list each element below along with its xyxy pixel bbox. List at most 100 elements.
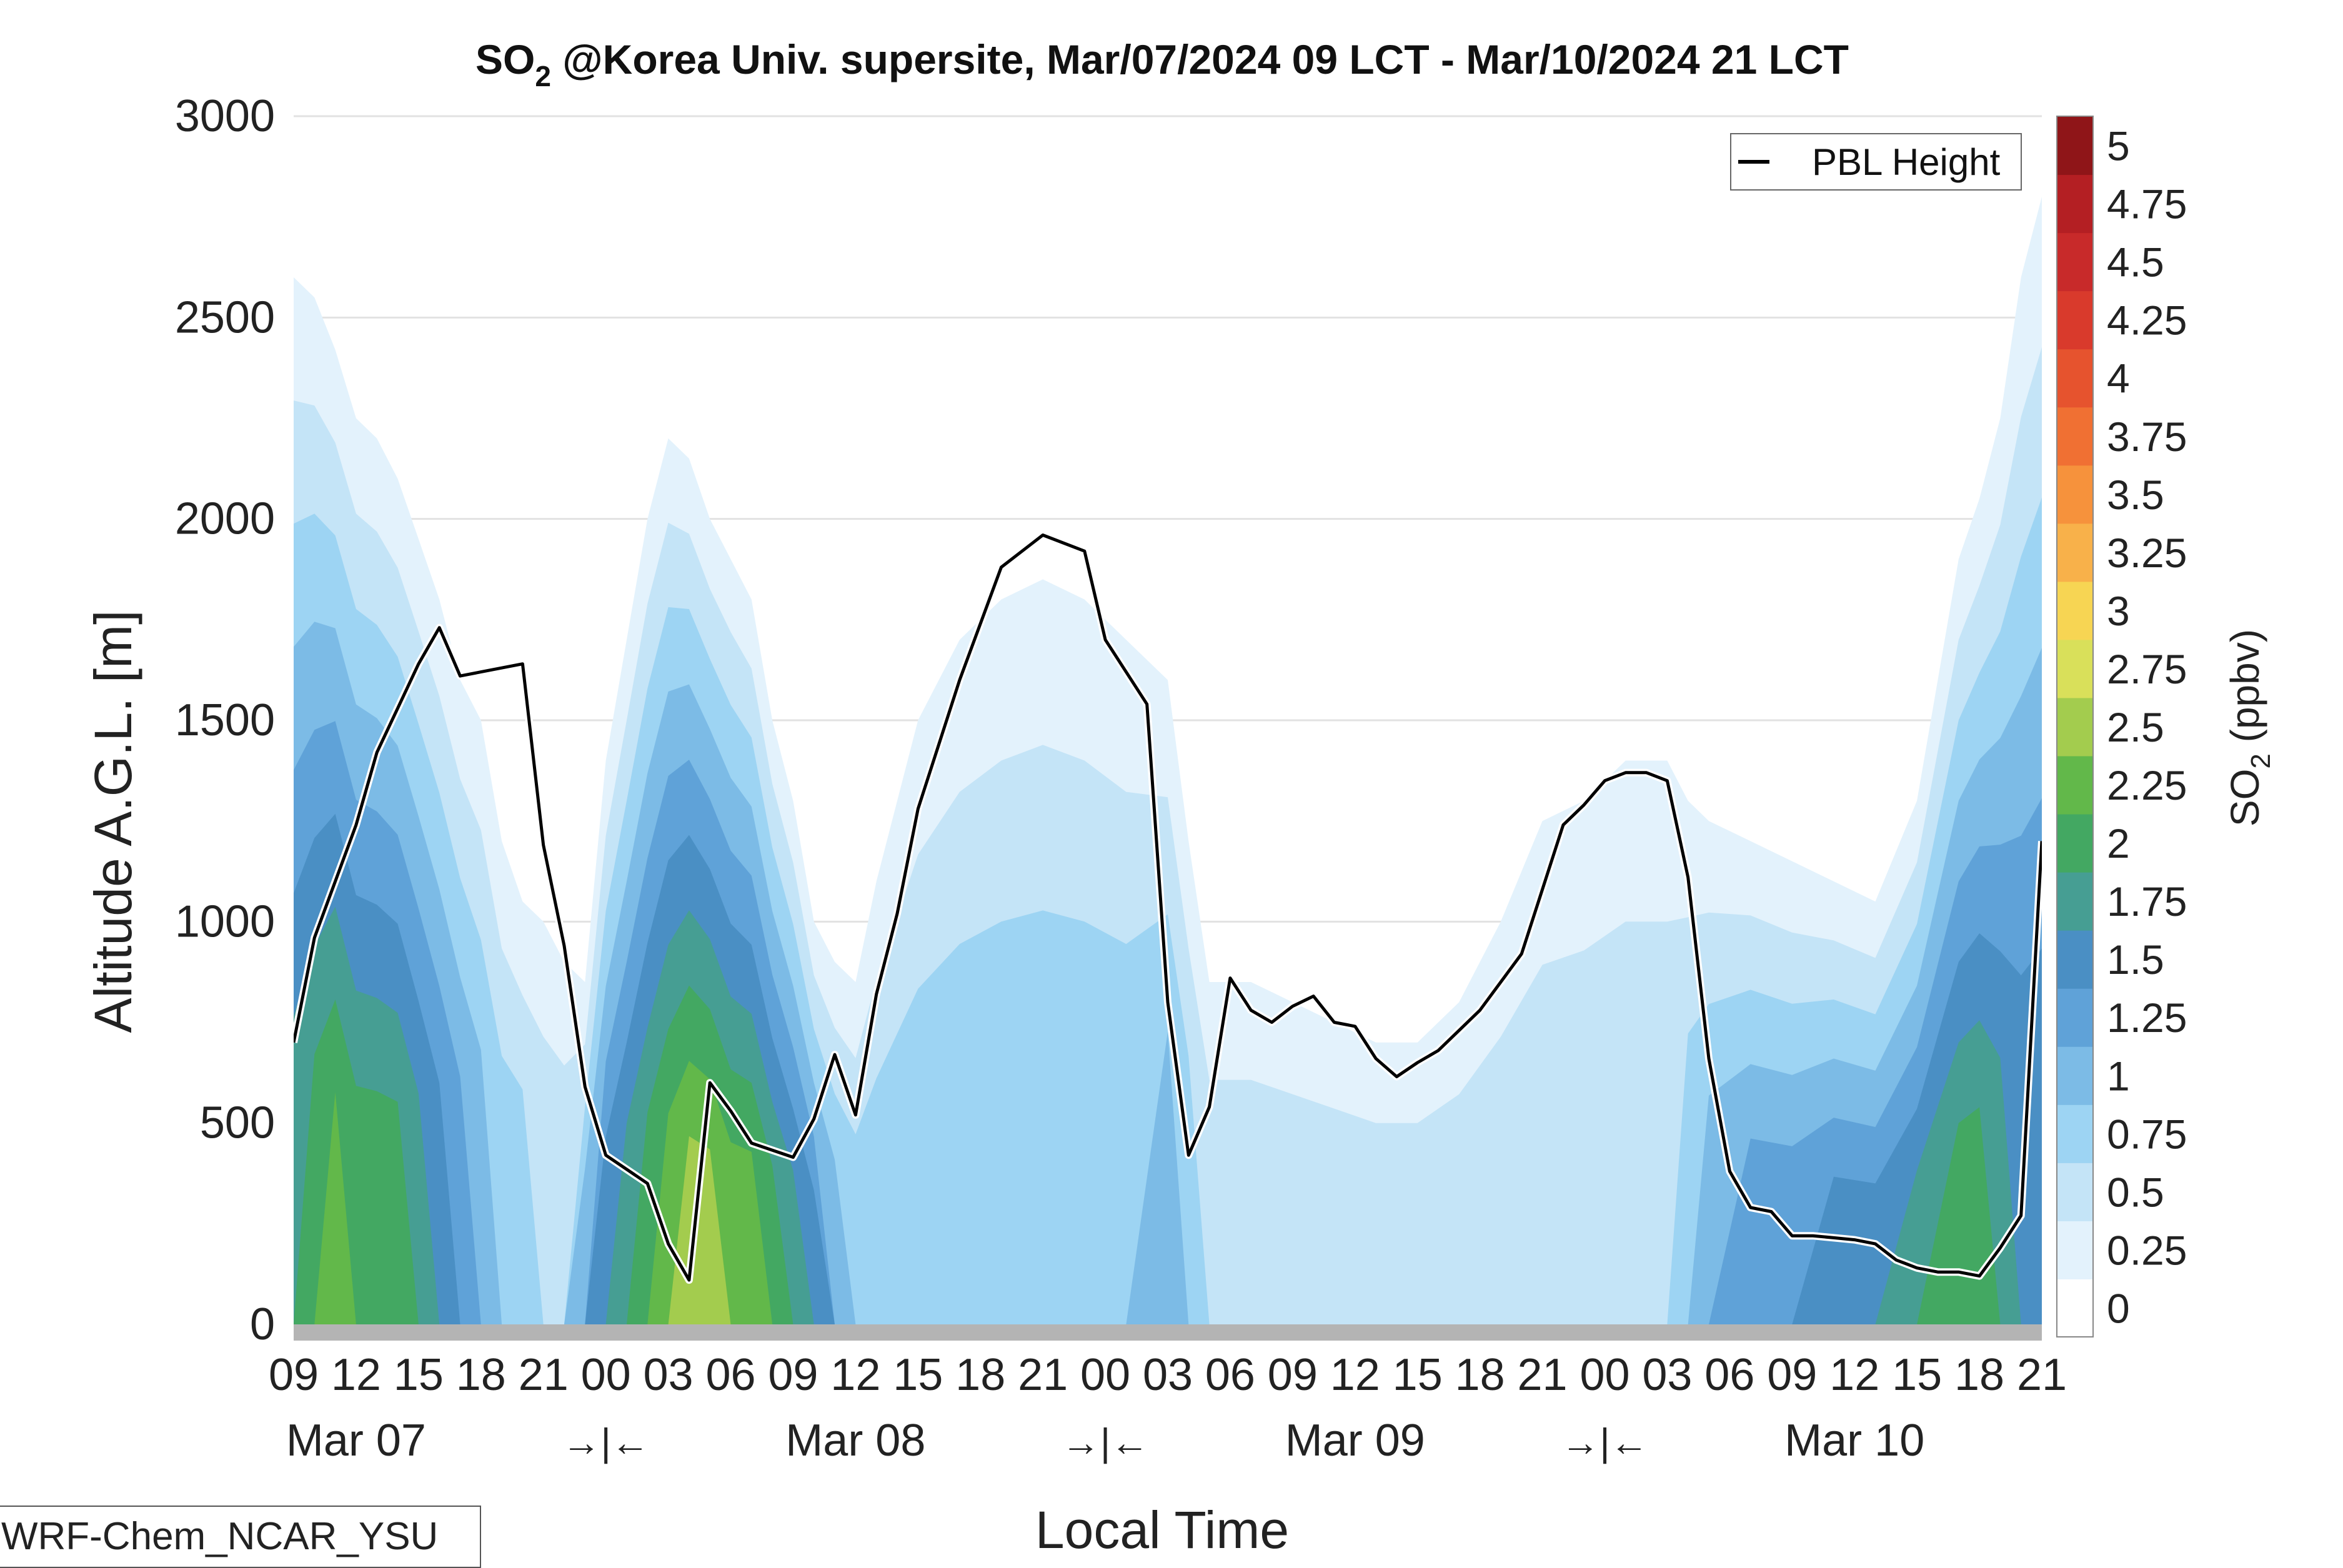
x-tick-label: 06 [1704,1350,1754,1400]
x-tick-label: 15 [1393,1350,1443,1400]
colorbar-tick-label: 1.5 [2107,936,2164,983]
colorbar-swatch [2057,349,2093,408]
x-tick-label: 18 [456,1350,506,1400]
colorbar-swatch [2057,523,2093,582]
colorbar-tick-label: 3.75 [2107,414,2187,460]
colorbar-swatch [2057,639,2093,698]
x-tick-label: 18 [1455,1350,1505,1400]
pbl-line [294,533,2042,1282]
x-tick-label: 21 [519,1350,569,1400]
colorbar-tick-label: 1 [2107,1053,2130,1099]
y-axis: 0 500 1000 1500 2000 2500 3000 [175,91,275,1349]
colorbar-tick-label: 5 [2107,123,2130,169]
colorbar-tick-label: 2.25 [2107,762,2187,808]
day-label: Mar 09 [1285,1416,1425,1466]
colorbar-swatch [2057,1104,2093,1163]
colorbar-swatch [2057,1278,2093,1337]
colorbar-swatch [2057,930,2093,989]
colorbar-swatch [2057,465,2093,524]
colorbar-tick-label: 2.5 [2107,704,2164,750]
pbl-height-series [294,531,2042,1284]
midnight-marker: →|← [562,1421,650,1464]
colorbar-tick-label: 2 [2107,820,2130,866]
x-tick-label: 15 [394,1350,444,1400]
x-tick-label: 06 [1205,1350,1255,1400]
x-tick-label: 12 [830,1350,880,1400]
x-tick-label: 09 [1268,1350,1318,1400]
x-tick-label: 00 [1080,1350,1130,1400]
x-tick-label: 18 [955,1350,1005,1400]
midnight-marker: →|← [1062,1421,1149,1464]
colorbar-label: SO2 (ppbv) [2222,629,2276,826]
colorbar-tick-label: 0 [2107,1285,2130,1331]
x-tick-label: 03 [644,1350,694,1400]
colorbar-tick-label: 4.5 [2107,239,2164,285]
y-tick-label: 1000 [175,896,275,946]
contour-level-9 [294,1061,2042,1324]
x-tick-label: 03 [1143,1350,1193,1400]
colorbar-tick-label: 4.75 [2107,181,2187,227]
colorbar: 0 0.25 0.5 0.75 1 1.25 1.5 1.75 2 2.25 2.5 2.75 3 3.2… [2056,116,2187,1337]
x-tick-label: 09 [269,1350,319,1400]
colorbar-tick-label: 4 [2107,355,2130,402]
x-tick-label: 09 [768,1350,818,1400]
legend-label: PBL Height [1812,141,2001,183]
y-tick-label: 2000 [175,494,275,544]
y-tick-label: 2500 [175,292,275,342]
colorbar-tick-label: 0.5 [2107,1169,2164,1215]
midnight-marker: →|← [1561,1421,1648,1464]
colorbar-swatch [2057,174,2093,234]
colorbar-tick-label: 3.5 [2107,472,2164,518]
colorbar-tick-label: 3.25 [2107,530,2187,576]
colorbar-swatch [2057,1046,2093,1105]
x-tick-label: 18 [1954,1350,2004,1400]
colorbar-swatch [2057,581,2093,640]
x-tick-label: 03 [1642,1350,1692,1400]
colorbar-swatch [2057,407,2093,466]
day-label: Mar 07 [286,1416,426,1466]
x-tick-label: 21 [1518,1350,1568,1400]
x-tick-label: 21 [1018,1350,1068,1400]
x-tick-label: 15 [893,1350,943,1400]
x-tick-label: 12 [1330,1350,1380,1400]
colorbar-swatch [2057,232,2093,292]
model-label: WRF-Chem_NCAR_YSU [0,1506,481,1568]
chart-title: SO2 @Korea Univ. supersite, Mar/07/2024 … [475,36,1849,92]
colorbar-swatch [2057,1220,2093,1279]
colorbar-tick-label: 2.75 [2107,646,2187,692]
colorbar-swatch [2057,871,2093,931]
colorbar-tick-label: 4.25 [2107,297,2187,344]
y-tick-label: 500 [200,1098,275,1148]
colorbar-tick-label: 0.75 [2107,1111,2187,1157]
day-label: Mar 08 [785,1416,925,1466]
colorbar-swatch [2057,988,2093,1047]
x-tick-label: 00 [1579,1350,1629,1400]
ground-bar [294,1324,2042,1341]
x-tick-label: 21 [2017,1350,2067,1400]
colorbar-swatch [2057,813,2093,873]
colorbar-tick-label: 0.25 [2107,1227,2187,1273]
x-axis-label: Local Time [1035,1501,1289,1559]
y-axis-label: Altitude A.G.L. [m] [84,610,142,1033]
x-tick-label: 09 [1767,1350,1817,1400]
x-tick-label: 12 [331,1350,381,1400]
x-tick-label: 00 [581,1350,631,1400]
colorbar-swatch [2057,1162,2093,1221]
colorbar-frame [2056,116,2094,1337]
x-tick-label: 15 [1892,1350,1942,1400]
y-tick-label: 0 [250,1299,275,1349]
y-tick-label: 1500 [175,695,275,745]
legend: PBL Height [1730,133,2022,191]
colorbar-tick-label: 1.25 [2107,995,2187,1041]
x-axis: 09 12 15 18 21 00 03 06 09 12 15 18 21 00 03 06 09 12 15 18… [269,1350,2067,1400]
x-tick-label: 12 [1829,1350,1879,1400]
so2-concentration-field [294,196,2042,1324]
colorbar-swatch [2057,116,2093,176]
colorbar-swatch [2057,290,2093,350]
colorbar-swatch [2057,697,2093,757]
day-label: Mar 10 [1784,1416,1924,1466]
y-tick-label: 3000 [175,91,275,141]
colorbar-tick-label: 3 [2107,588,2130,634]
x-tick-label: 06 [705,1350,755,1400]
